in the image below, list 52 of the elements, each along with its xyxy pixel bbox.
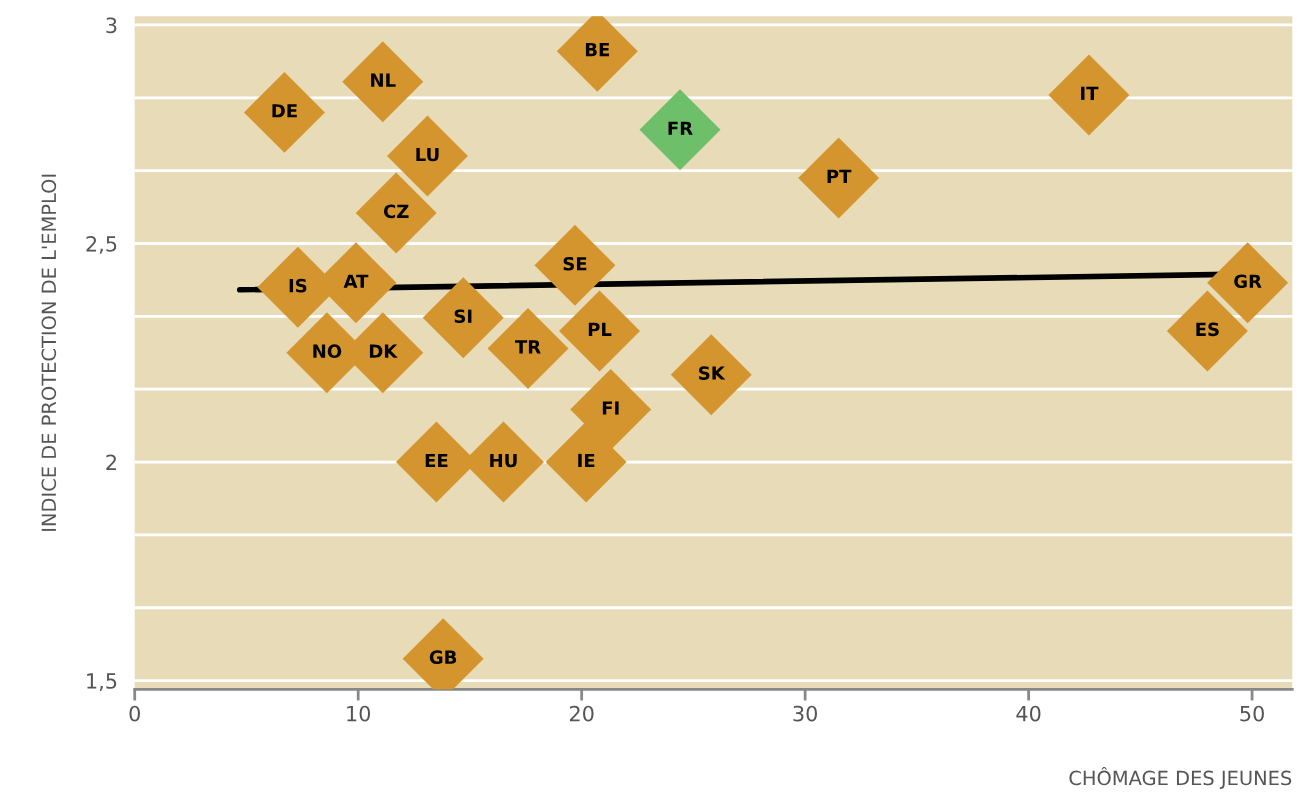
annotation: SK <box>699 366 726 380</box>
annotation: TR <box>515 340 541 354</box>
x-axis-title: CHÔMAGE DES JEUNES <box>1069 767 1292 789</box>
annotation: FI <box>602 401 619 415</box>
annotation: NO <box>313 344 342 359</box>
annotation: CZ <box>383 204 409 219</box>
annotation: DE <box>272 104 297 118</box>
annotation: PT <box>827 169 852 183</box>
annotation: IT <box>1081 86 1099 100</box>
point <box>670 334 752 416</box>
x-tick-label: 40 <box>1016 705 1041 722</box>
point <box>534 224 616 306</box>
x-tick-label: 0 <box>129 705 140 722</box>
annotation: PL <box>588 322 612 336</box>
annotation: AT <box>343 274 369 288</box>
x-tick-label: 50 <box>1240 705 1264 722</box>
y-tick-label: 3 <box>106 17 117 34</box>
annotation: NL <box>371 73 396 87</box>
annotation: SI <box>454 309 472 324</box>
point <box>639 89 721 171</box>
point <box>386 115 468 197</box>
y-tick-label: 1,5 <box>87 673 117 691</box>
point <box>798 137 880 219</box>
y-tick-label: 2,5 <box>86 235 117 254</box>
annotation: BE <box>585 43 610 57</box>
point <box>570 369 652 451</box>
point <box>355 172 437 254</box>
annotation: ES <box>1196 322 1219 337</box>
annotation: IS <box>289 278 307 293</box>
annotation: GB <box>429 650 457 664</box>
annotation: EE <box>425 453 448 468</box>
point <box>342 41 424 123</box>
point <box>422 277 504 359</box>
point <box>1048 54 1130 136</box>
x-tick-label: 20 <box>569 705 594 722</box>
annotation: DK <box>369 344 398 358</box>
point <box>1166 290 1248 372</box>
annotation: GR <box>1234 274 1262 289</box>
point <box>487 307 569 389</box>
y-axis-title: INDICE DE PROTECTION DE L'EMPLOI <box>41 174 57 531</box>
annotation: IE <box>578 453 595 468</box>
annotation: FR <box>668 121 693 135</box>
annotation: LU <box>416 147 439 162</box>
point <box>1207 242 1289 324</box>
x-tick-label: 10 <box>347 705 371 722</box>
point <box>545 421 627 503</box>
annotation: HU <box>490 453 517 468</box>
y-tick-label: 2 <box>106 454 116 470</box>
annotation: SE <box>563 256 587 271</box>
point <box>243 71 325 153</box>
point <box>559 290 641 372</box>
x-tick-label: 30 <box>793 705 818 722</box>
